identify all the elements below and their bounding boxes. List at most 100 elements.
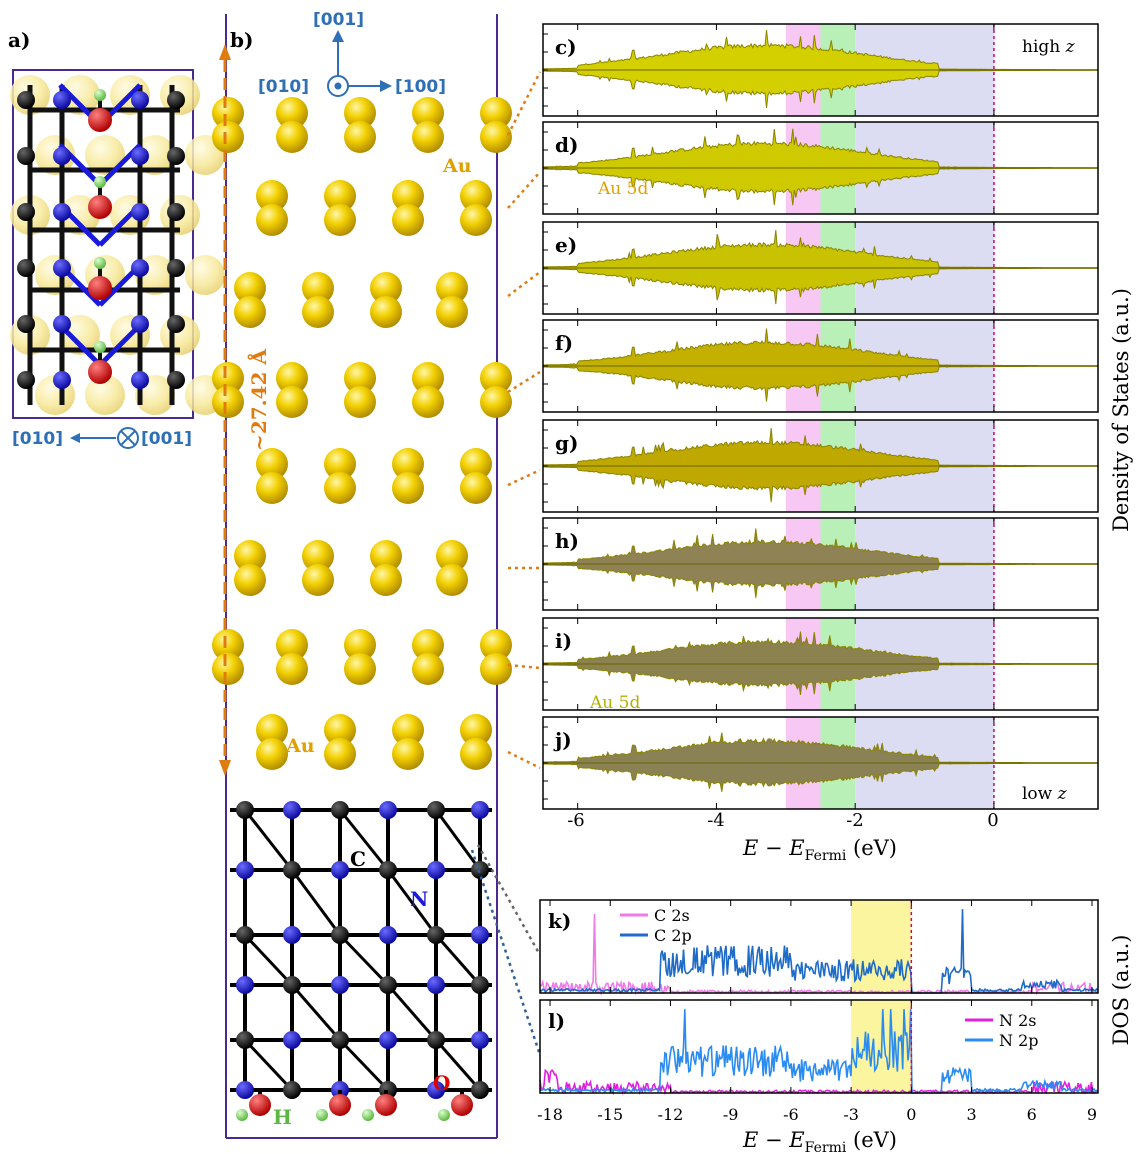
gold-atom bbox=[370, 296, 402, 328]
dos-panel-frame bbox=[539, 999, 1099, 1094]
tick-label-bottom: -6 bbox=[783, 1105, 799, 1124]
oxygen-atom bbox=[249, 1094, 271, 1116]
bond bbox=[338, 933, 390, 987]
nitrogen-atom bbox=[379, 1031, 397, 1049]
legend-label: C 2p bbox=[654, 926, 692, 945]
bond bbox=[338, 1038, 390, 1092]
gold-atom bbox=[276, 97, 308, 129]
gold-atom bbox=[212, 629, 244, 661]
bond bbox=[434, 934, 482, 986]
nitrogen-atom bbox=[131, 147, 149, 165]
gold-atom bbox=[392, 180, 424, 212]
gold-atom bbox=[436, 296, 468, 328]
cn-dos-panels: k) C 2sC 2p l) N 2sN 2p bbox=[539, 899, 1099, 1096]
out-of-page-icon-dot bbox=[334, 82, 342, 90]
oxygen-atom bbox=[88, 276, 112, 300]
gold-atom bbox=[276, 362, 308, 394]
gold-atom bbox=[460, 204, 492, 236]
bond bbox=[338, 809, 390, 871]
gold-atom bbox=[212, 97, 244, 129]
carbon-atom bbox=[236, 1031, 254, 1049]
carbon-atom bbox=[17, 203, 35, 221]
nitrogen-atom bbox=[379, 801, 397, 819]
bond bbox=[386, 984, 438, 1041]
atom-label-c: C bbox=[350, 847, 366, 871]
gold-atom bbox=[212, 121, 244, 153]
nitrogen-atom bbox=[427, 861, 445, 879]
panel-label: k) bbox=[548, 909, 571, 933]
dos-panel-bg bbox=[540, 1000, 1098, 1093]
connector-line bbox=[506, 71, 542, 136]
gold-atom bbox=[480, 386, 512, 418]
panel-b: b) [001] [010] [100] ~27.42 Å Au Au C N … bbox=[212, 10, 512, 1139]
gold-atom bbox=[412, 121, 444, 153]
height-label: ~27.42 Å bbox=[247, 349, 271, 451]
legend-label: N 2s bbox=[999, 1011, 1036, 1030]
gold-atom bbox=[480, 653, 512, 685]
x-axis-label-bottom: E − EFermi (eV) bbox=[742, 1128, 897, 1153]
panel-label-b: b) bbox=[230, 28, 253, 52]
panel-label: l) bbox=[548, 1009, 565, 1033]
oxygen-atom bbox=[329, 1094, 351, 1116]
hydrogen-atom bbox=[94, 257, 106, 269]
carbon-atom bbox=[17, 147, 35, 165]
gold-atom bbox=[302, 296, 334, 328]
connector-line bbox=[507, 171, 541, 209]
dos-panel-frame bbox=[542, 221, 1099, 315]
carbon-atom bbox=[17, 315, 35, 333]
gold-atom bbox=[436, 540, 468, 572]
panel-a-molecule bbox=[17, 83, 185, 405]
gold-atom-faded bbox=[60, 75, 100, 115]
dos-panel: d) bbox=[542, 121, 1099, 215]
gold-atom bbox=[344, 386, 376, 418]
gold-atom bbox=[392, 448, 424, 480]
carbon-atom bbox=[331, 801, 349, 819]
dos-panel-frame bbox=[542, 319, 1099, 413]
au-dos-axes: -6 -4 -2 0 E − EFermi (eV) Density of St… bbox=[567, 288, 1133, 864]
dos-panel-frame bbox=[542, 121, 1099, 215]
organic-layer bbox=[230, 801, 492, 1121]
bond bbox=[290, 984, 342, 1041]
nitrogen-atom bbox=[53, 371, 71, 389]
carbon-atom bbox=[283, 1081, 301, 1099]
au-dos-panels: c) d) e) f) g) h) i) j) high z Au 5d Au 5d low z bbox=[542, 23, 1099, 810]
gold-atom-faded bbox=[185, 255, 225, 295]
dos-line-p bbox=[539, 1009, 1099, 1094]
gold-atom bbox=[234, 564, 266, 596]
dos-panel-frame bbox=[539, 899, 1099, 994]
carbon-atom bbox=[427, 926, 445, 944]
dir-top-label: [001] bbox=[313, 10, 364, 30]
nitrogen-atom bbox=[53, 259, 71, 277]
nitrogen-atom bbox=[471, 801, 489, 819]
oxygen-atom bbox=[88, 108, 112, 132]
nitrogen-atom bbox=[379, 926, 397, 944]
gold-atom bbox=[276, 653, 308, 685]
carbon-atom bbox=[471, 976, 489, 994]
tick-label-bottom: 0 bbox=[906, 1105, 916, 1124]
dir-top-arrowhead bbox=[332, 30, 344, 42]
legend-label: N 2p bbox=[999, 1031, 1039, 1050]
gold-atom bbox=[212, 386, 244, 418]
connector-line bbox=[507, 271, 541, 297]
carbon-atom bbox=[379, 861, 397, 879]
panel-label: g) bbox=[555, 431, 578, 455]
dos-line-p bbox=[539, 909, 1099, 994]
gold-atom bbox=[256, 204, 288, 236]
dos-panel: g) bbox=[542, 419, 1099, 513]
dir-left-label: [010] bbox=[258, 77, 309, 97]
nitrogen-atom bbox=[283, 801, 301, 819]
gold-atom bbox=[324, 448, 356, 480]
nitrogen-atom bbox=[53, 203, 71, 221]
tick-label-bottom: -12 bbox=[658, 1105, 684, 1124]
tick-label-bottom: -9 bbox=[723, 1105, 739, 1124]
carbon-atom bbox=[236, 801, 254, 819]
bond bbox=[434, 1039, 482, 1091]
nitrogen-atom bbox=[471, 926, 489, 944]
gold-atom bbox=[256, 180, 288, 212]
gold-atom bbox=[460, 714, 492, 746]
gold-atom-faded bbox=[85, 135, 125, 175]
tick-label-bottom: -18 bbox=[537, 1105, 563, 1124]
tick-label-bottom: -3 bbox=[843, 1105, 859, 1124]
panel-note: Au 5d bbox=[589, 693, 640, 713]
gold-atom bbox=[212, 653, 244, 685]
